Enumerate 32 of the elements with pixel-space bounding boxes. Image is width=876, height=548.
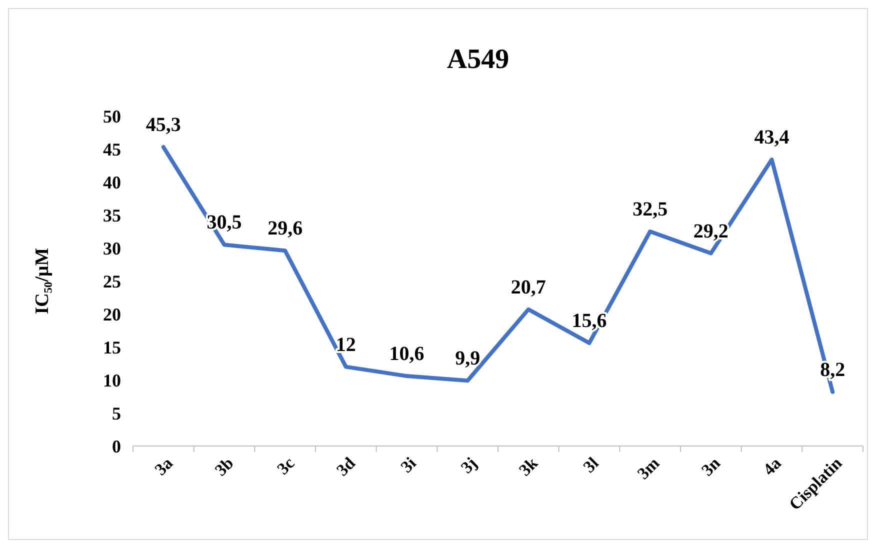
x-tick-label: 3i	[396, 453, 420, 476]
data-label: 10,6	[389, 343, 424, 366]
x-tick-label: 3k	[515, 453, 542, 480]
x-tick-label: 3b	[211, 454, 238, 480]
x-tick-label: 3d	[332, 453, 360, 480]
y-tick-label: 15	[103, 337, 121, 358]
y-axis-title: IC₅₀/μM	[32, 248, 53, 314]
y-tick-label: 10	[103, 370, 121, 390]
y-tick-label: 5	[112, 403, 121, 424]
x-tick-label: 3j	[457, 454, 481, 478]
x-tick-label: 3a	[150, 453, 177, 480]
y-tick-label: 35	[103, 205, 121, 226]
y-tick-label: 20	[103, 304, 121, 324]
y-tick-label: 45	[103, 139, 121, 160]
x-tick-label: 3c	[273, 453, 298, 478]
data-label: 12	[336, 334, 356, 356]
chart-title: A549	[446, 44, 510, 75]
y-tick-label: 40	[103, 172, 121, 192]
data-label: 9,9	[455, 348, 480, 370]
data-label: 29,6	[268, 218, 303, 240]
data-label: 20,7	[510, 276, 546, 298]
x-tick-label: 3l	[579, 453, 602, 476]
x-tick-label: 4a	[759, 453, 786, 480]
y-tick-label: 50	[103, 106, 121, 126]
data-label: 32,5	[632, 198, 668, 220]
y-tick-label: 0	[112, 436, 121, 456]
y-tick-label: 25	[103, 271, 121, 292]
data-label: 45,3	[146, 114, 181, 136]
x-tick-label: 3n	[698, 453, 724, 480]
y-tick-label: 30	[103, 238, 121, 258]
data-label: 43,4	[754, 126, 790, 149]
x-tick-label: 3m	[634, 454, 664, 484]
